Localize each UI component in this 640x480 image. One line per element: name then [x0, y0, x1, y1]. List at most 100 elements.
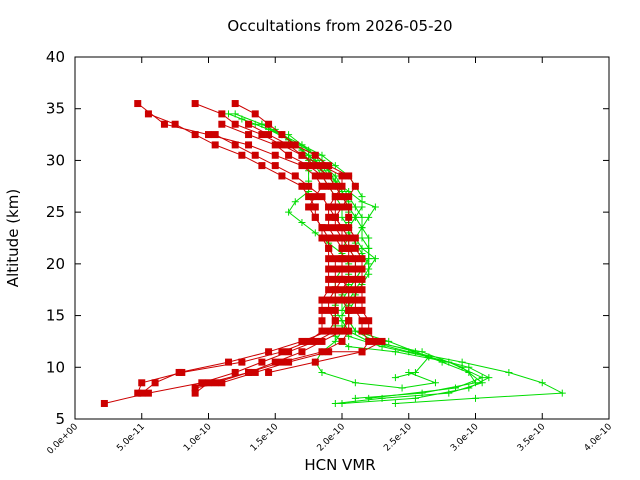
data-point-square	[285, 358, 293, 366]
data-point-plus	[351, 203, 359, 211]
data-point-square	[371, 337, 379, 345]
data-point-plus	[365, 234, 373, 242]
data-point-square	[331, 286, 339, 294]
data-point-square	[278, 348, 286, 356]
data-point-square	[211, 131, 219, 139]
data-point-square	[251, 368, 259, 376]
data-point-square	[358, 275, 366, 283]
data-point-plus	[351, 327, 359, 335]
data-point-plus	[445, 389, 453, 397]
y-tick-label: 20	[46, 255, 65, 273]
data-point-square	[345, 213, 353, 221]
data-point-square	[345, 327, 353, 335]
data-point-square	[331, 203, 339, 211]
data-point-square	[278, 131, 286, 139]
data-point-plus	[285, 208, 293, 216]
data-point-plus	[338, 317, 346, 325]
data-point-square	[218, 110, 226, 118]
data-point-square	[311, 172, 319, 180]
data-point-plus	[298, 218, 306, 226]
data-point-plus	[238, 115, 246, 123]
data-point-plus	[451, 384, 459, 392]
data-point-plus	[438, 358, 446, 366]
data-point-square	[251, 110, 259, 118]
data-point-square	[318, 306, 326, 314]
data-point-square	[134, 100, 142, 108]
data-point-square	[291, 172, 299, 180]
data-point-square	[318, 182, 326, 190]
data-point-square	[245, 131, 253, 139]
data-point-square	[191, 389, 199, 397]
x-tick-label: 3.5e-10	[516, 422, 548, 454]
data-point-square	[205, 131, 212, 139]
data-point-square	[191, 131, 199, 139]
data-point-square	[331, 213, 339, 221]
data-point-square	[345, 265, 353, 273]
data-point-square	[325, 255, 333, 263]
data-point-square	[311, 151, 319, 159]
data-point-square	[278, 172, 286, 180]
data-point-square	[318, 193, 326, 201]
data-point-square	[211, 379, 219, 387]
data-point-square	[318, 162, 326, 170]
data-point-square	[338, 193, 346, 201]
data-point-plus	[358, 213, 366, 221]
data-point-square	[305, 203, 313, 211]
data-point-square	[358, 327, 366, 335]
data-point-plus	[338, 399, 346, 407]
chart-title: Occultations from 2026-05-20	[227, 17, 452, 35]
data-point-square	[331, 317, 339, 325]
data-point-plus	[365, 255, 373, 263]
x-tick-label: 4.0e-10	[583, 422, 615, 454]
data-point-square	[138, 389, 146, 397]
data-point-square	[318, 296, 326, 304]
data-point-square	[278, 141, 286, 149]
data-point-plus	[351, 394, 359, 402]
y-tick-label: 40	[46, 48, 65, 66]
data-point-square	[345, 234, 353, 242]
data-point-square	[351, 306, 359, 314]
data-point-square	[265, 348, 273, 356]
data-point-square	[291, 141, 299, 149]
data-point-square	[345, 306, 353, 314]
data-point-square	[351, 265, 359, 273]
data-point-square	[305, 193, 313, 201]
data-point-square	[251, 151, 259, 159]
data-point-square	[331, 306, 339, 314]
y-tick-label: 10	[46, 358, 65, 376]
data-point-square	[271, 162, 279, 170]
data-point-square	[245, 120, 253, 128]
y-tick-label: 30	[46, 151, 65, 169]
data-point-square	[231, 120, 239, 128]
data-point-square	[351, 182, 359, 190]
data-point-square	[218, 120, 226, 128]
data-point-plus	[365, 213, 373, 221]
data-point-plus	[331, 399, 339, 407]
data-point-square	[325, 162, 333, 170]
series-layer	[100, 100, 566, 407]
data-point-square	[331, 275, 339, 283]
x-tick-label: 1.0e-10	[182, 422, 214, 454]
data-point-square	[325, 172, 333, 180]
data-point-square	[191, 100, 199, 108]
data-point-square	[160, 120, 168, 128]
y-tick-label: 35	[46, 100, 65, 118]
data-point-plus	[225, 110, 233, 118]
data-point-plus	[445, 358, 453, 366]
data-point-square	[345, 244, 353, 252]
data-point-square	[265, 368, 273, 376]
series-line-red	[141, 103, 343, 394]
data-point-plus	[391, 374, 399, 382]
data-point-square	[358, 306, 366, 314]
data-point-plus	[411, 394, 419, 402]
data-point-square	[265, 120, 273, 128]
data-point-plus	[365, 265, 373, 273]
x-axis-label: HCN VMR	[304, 456, 375, 474]
data-point-square	[325, 286, 333, 294]
data-point-square	[285, 151, 293, 159]
data-point-square	[278, 358, 286, 366]
data-point-plus	[371, 203, 379, 211]
data-point-square	[175, 368, 183, 376]
data-point-square	[325, 213, 333, 221]
